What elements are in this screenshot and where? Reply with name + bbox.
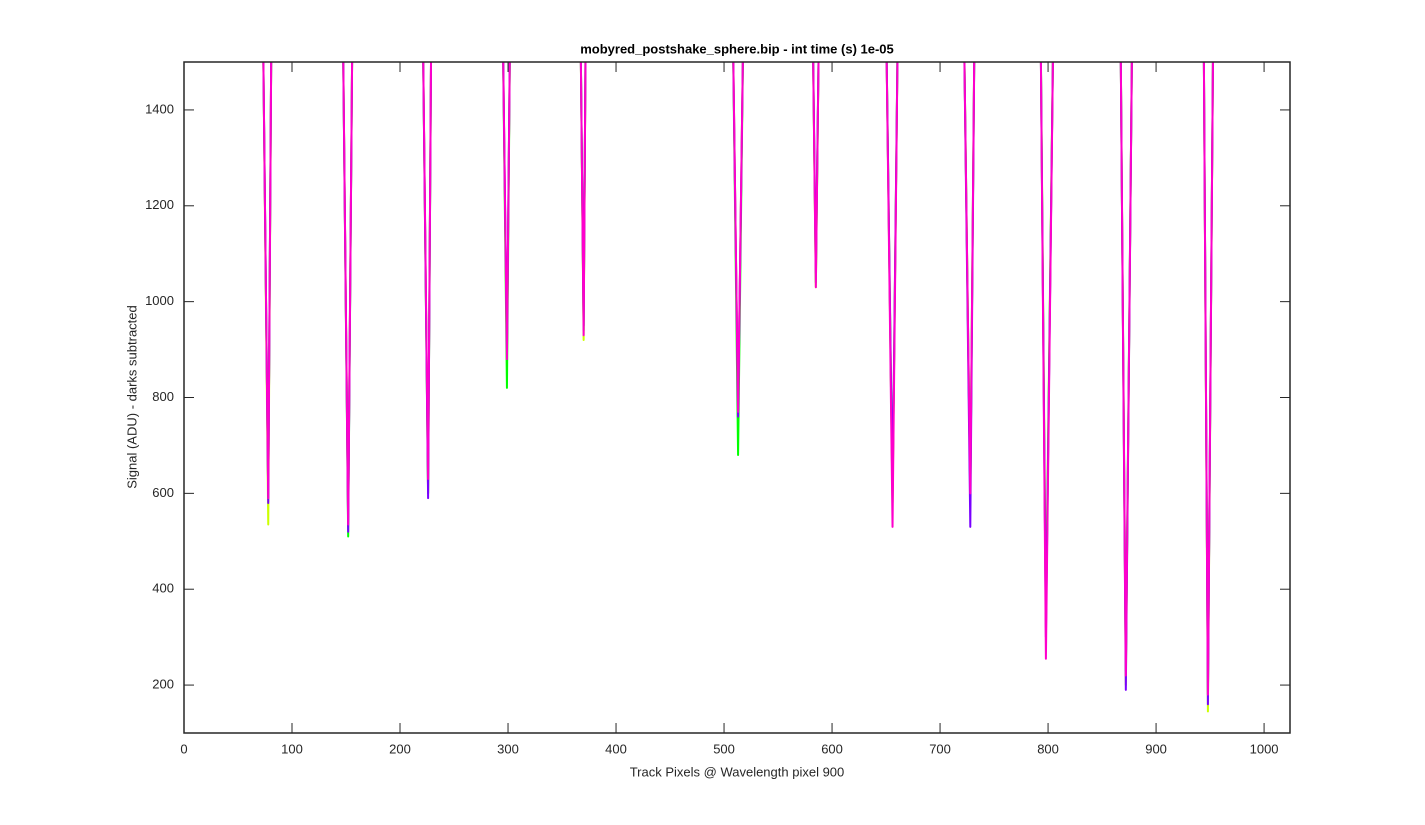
x-tick-label: 800 bbox=[1037, 741, 1059, 756]
y-tick-label: 1400 bbox=[145, 101, 174, 116]
x-tick-label: 100 bbox=[281, 741, 303, 756]
chart-title: mobyred_postshake_sphere.bip - int time … bbox=[580, 41, 894, 56]
x-tick-label: 500 bbox=[713, 741, 735, 756]
y-tick-label: 600 bbox=[152, 485, 174, 500]
x-tick-label: 0 bbox=[180, 741, 187, 756]
y-tick-label: 800 bbox=[152, 389, 174, 404]
y-tick-label: 1000 bbox=[145, 293, 174, 308]
y-tick-label: 400 bbox=[152, 581, 174, 596]
y-tick-label: 1200 bbox=[145, 197, 174, 212]
x-tick-label: 1000 bbox=[1250, 741, 1279, 756]
series-line bbox=[262, 62, 1214, 696]
x-tick-label: 200 bbox=[389, 741, 411, 756]
x-axis-label: Track Pixels @ Wavelength pixel 900 bbox=[630, 764, 845, 779]
y-axis-label: Signal (ADU) - darks subtracted bbox=[124, 305, 139, 489]
x-tick-label: 400 bbox=[605, 741, 627, 756]
y-tick-label: 200 bbox=[152, 677, 174, 692]
x-tick-label: 700 bbox=[929, 741, 951, 756]
x-tick-label: 300 bbox=[497, 741, 519, 756]
plot-area bbox=[262, 62, 1214, 713]
x-tick-label: 900 bbox=[1145, 741, 1167, 756]
x-tick-label: 600 bbox=[821, 741, 843, 756]
